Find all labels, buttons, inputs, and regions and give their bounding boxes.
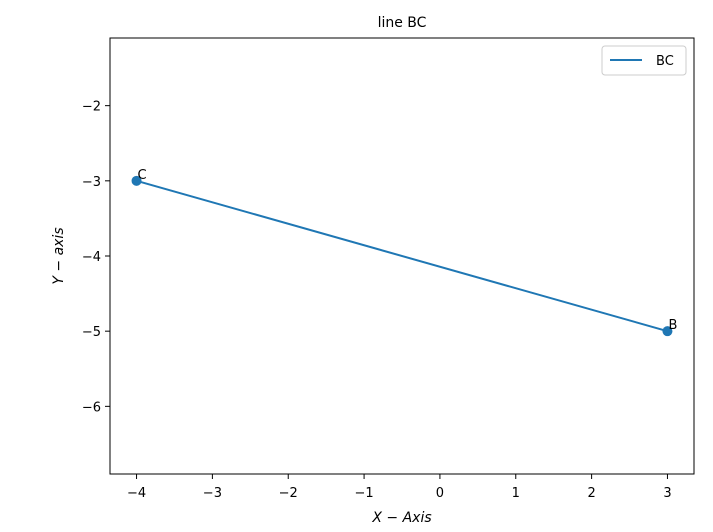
y-axis-label: Y − axis — [51, 227, 67, 284]
x-tick-label: −4 — [127, 486, 146, 501]
x-tick-label: −1 — [354, 486, 373, 501]
plot-marks: BC — [131, 168, 677, 337]
x-axis-ticks: −4 −3 −2 −1 0 1 2 3 — [127, 474, 672, 501]
y-tick-label: −3 — [82, 175, 101, 190]
series-line-bc — [136, 179, 668, 333]
chart-title: line BC — [378, 15, 427, 31]
point-label-b: B — [668, 318, 677, 333]
legend: BC — [601, 45, 687, 76]
y-tick-label: −6 — [82, 400, 101, 415]
y-tick-label: −2 — [82, 100, 101, 115]
y-tick-label: −4 — [82, 250, 101, 265]
data-point-b — [662, 326, 673, 337]
y-tick-label: −5 — [82, 325, 101, 340]
x-tick-label: 2 — [587, 486, 595, 501]
point-label-c: C — [138, 168, 147, 183]
x-axis-label: X − Axis — [371, 510, 431, 526]
legend-box — [601, 45, 687, 76]
legend-label-bc: BC — [656, 54, 674, 69]
data-point-c — [131, 175, 142, 186]
x-tick-label: 0 — [436, 486, 444, 501]
y-axis-ticks: −6 −5 −4 −3 −2 — [82, 100, 110, 415]
x-tick-label: −3 — [203, 486, 222, 501]
x-tick-label: 3 — [663, 486, 671, 501]
x-tick-label: 1 — [512, 486, 520, 501]
x-tick-label: −2 — [279, 486, 298, 501]
